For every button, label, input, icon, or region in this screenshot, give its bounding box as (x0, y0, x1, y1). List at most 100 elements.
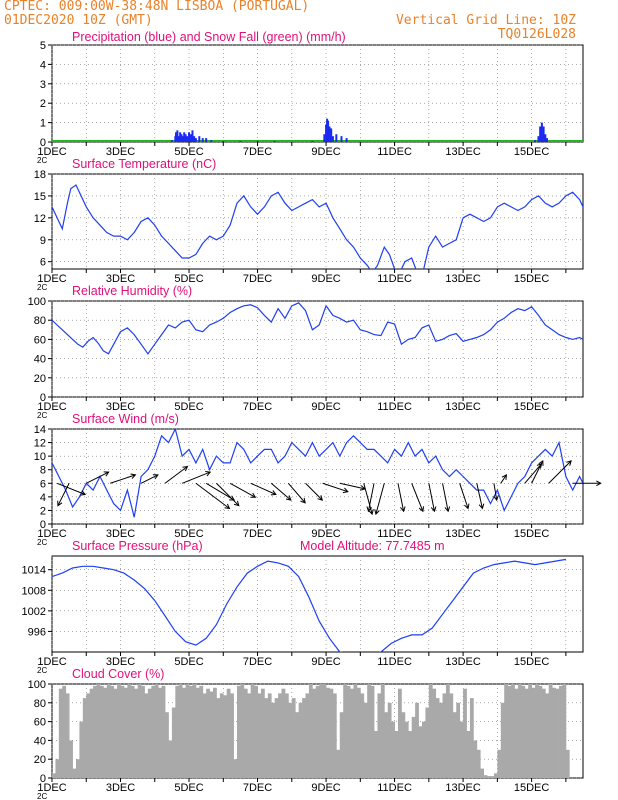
cloud-bar (421, 721, 426, 778)
x-tick-label: 1DEC (37, 782, 66, 794)
precip-bar (331, 136, 334, 142)
wind-arrow-head (418, 506, 425, 513)
cloud-bar (110, 685, 115, 778)
y-tick-label: 14 (34, 424, 46, 436)
wind-arrow-head (250, 492, 257, 498)
wind-arrow-head (270, 490, 277, 496)
wind-arrow-head (233, 500, 240, 507)
x-axis-residual: 2C (37, 156, 47, 165)
cloud-bar (548, 684, 553, 778)
cloud-bar (497, 749, 502, 778)
x-tick-label: 5DEC (174, 146, 203, 158)
y-tick-label: 996 (28, 626, 46, 638)
wind-arrow (181, 471, 211, 484)
precip-bar (326, 118, 329, 142)
cloud-bar (391, 721, 395, 778)
x-tick-label: 9DEC (311, 656, 340, 668)
cloud-bar (216, 698, 221, 778)
x-tick-label: 5DEC (174, 656, 203, 668)
cloud-bar (151, 685, 156, 778)
cloud-bar (524, 688, 529, 778)
y-tick-label: 12 (34, 213, 46, 225)
cloud-bar (233, 759, 238, 778)
x-tick-label: 11DEC (377, 656, 412, 668)
x-tick-label: 9DEC (311, 782, 340, 794)
panel-title: Cloud Cover (%) (72, 667, 164, 681)
cloud-bar (442, 693, 447, 778)
series-line (52, 184, 583, 269)
cloud-bar (398, 688, 402, 778)
cloud-bar (473, 740, 478, 778)
wind-arrow (428, 483, 435, 512)
wind-arrow-head (342, 487, 349, 494)
cloud-bar (559, 685, 563, 778)
y-tick-label: 12 (34, 438, 46, 450)
cloud-bar (264, 698, 269, 778)
y-tick-label: 15 (34, 191, 46, 203)
cloud-bar (490, 776, 495, 778)
cloud-bar (487, 776, 491, 778)
precip-bar (175, 132, 178, 142)
y-tick-label: 18 (34, 169, 46, 181)
cloud-bar (435, 698, 440, 778)
x-tick-label: 3DEC (106, 782, 135, 794)
x-tick-label: 9DEC (311, 401, 340, 413)
cloud-bar (302, 698, 306, 778)
cloud-bar (374, 731, 378, 778)
panel-frame (51, 555, 584, 653)
y-tick-label: 4 (40, 59, 46, 71)
cloud-bar (168, 740, 173, 778)
precip-bar (539, 126, 542, 142)
cloud-bar (319, 684, 324, 778)
cloud-bar (545, 693, 550, 778)
wind-arrow (205, 482, 235, 501)
cloud-bar (209, 691, 214, 778)
wind-arrow-head (493, 495, 499, 502)
cloud-bar (182, 687, 186, 778)
cloud-bar (308, 684, 313, 778)
y-tick-label: 20 (34, 373, 46, 385)
cloud-bar (195, 687, 200, 778)
cloud-bar (377, 693, 382, 778)
cloud-bar (93, 685, 97, 778)
cloud-bar (346, 685, 351, 778)
panel-title: Surface Temperature (nC) (72, 157, 216, 171)
cloud-bar (356, 687, 361, 778)
cloud-bar (213, 687, 217, 778)
cloud-bar (154, 684, 159, 778)
precip-bar (311, 141, 314, 142)
wind-arrow-head (182, 465, 189, 472)
y-tick-label: 0 (40, 519, 46, 531)
wind-arrow (110, 474, 136, 484)
precip-bar (180, 134, 183, 142)
x-tick-label: 5DEC (174, 528, 203, 540)
y-tick-label: 20 (34, 754, 46, 766)
panel-frame (51, 300, 584, 398)
panel-title: Surface Pressure (hPa) (72, 539, 203, 553)
cloud-bar (504, 684, 509, 778)
wind-arrow (195, 482, 230, 509)
x-axis-residual: 2C (37, 283, 47, 292)
x-tick-label: 3DEC (106, 273, 135, 285)
cloud-bar (260, 688, 265, 778)
wind-arrow (270, 482, 292, 501)
cloud-bar (226, 688, 231, 778)
cloud-bar (459, 721, 464, 778)
precip-bar (170, 140, 173, 142)
cloud-bar (230, 693, 234, 778)
cloud-bar (58, 688, 63, 778)
x-tick-label: 7DEC (243, 528, 272, 540)
x-tick-label: 3DEC (106, 146, 135, 158)
y-tick-label: 5 (40, 40, 46, 52)
wind-arrow (459, 483, 469, 509)
cloud-bar (288, 702, 293, 778)
cloud-bar (295, 712, 300, 778)
cloud-bar (528, 684, 532, 778)
precip-bar (534, 140, 537, 142)
cloud-bar (86, 693, 91, 778)
y-tick-label: 6 (40, 257, 46, 269)
precip-bar (544, 134, 547, 142)
wind-arrow-head (464, 503, 470, 510)
wind-arrow-head (400, 506, 406, 513)
wind-arrow (229, 482, 256, 498)
